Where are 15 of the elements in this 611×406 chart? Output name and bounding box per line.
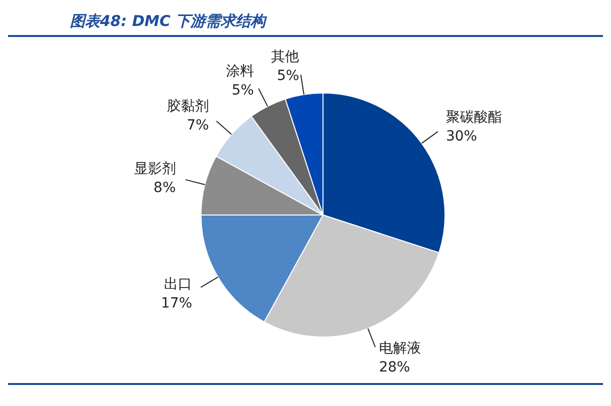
data-label: 5% bbox=[277, 68, 300, 84]
slice-label: 胶黏剂 bbox=[166, 98, 209, 114]
slice-label: 显影剂 bbox=[134, 161, 176, 178]
slice-label: 聚碳酸酯 bbox=[446, 110, 502, 126]
chart-title: 图表48: DMC 下游需求结构 bbox=[8, 8, 603, 37]
data-label: 7% bbox=[186, 117, 209, 134]
data-label: 28% bbox=[378, 359, 410, 376]
slice-label: 其他 bbox=[271, 48, 300, 65]
data-label: 30% bbox=[446, 128, 478, 145]
data-label: 5% bbox=[232, 82, 254, 99]
data-label: 8% bbox=[154, 180, 176, 196]
slice-label: 涂料 bbox=[226, 64, 254, 80]
slice-label: 出口 bbox=[164, 276, 192, 292]
data-label: 17% bbox=[161, 295, 192, 312]
slice-label: 电解液 bbox=[378, 340, 421, 356]
